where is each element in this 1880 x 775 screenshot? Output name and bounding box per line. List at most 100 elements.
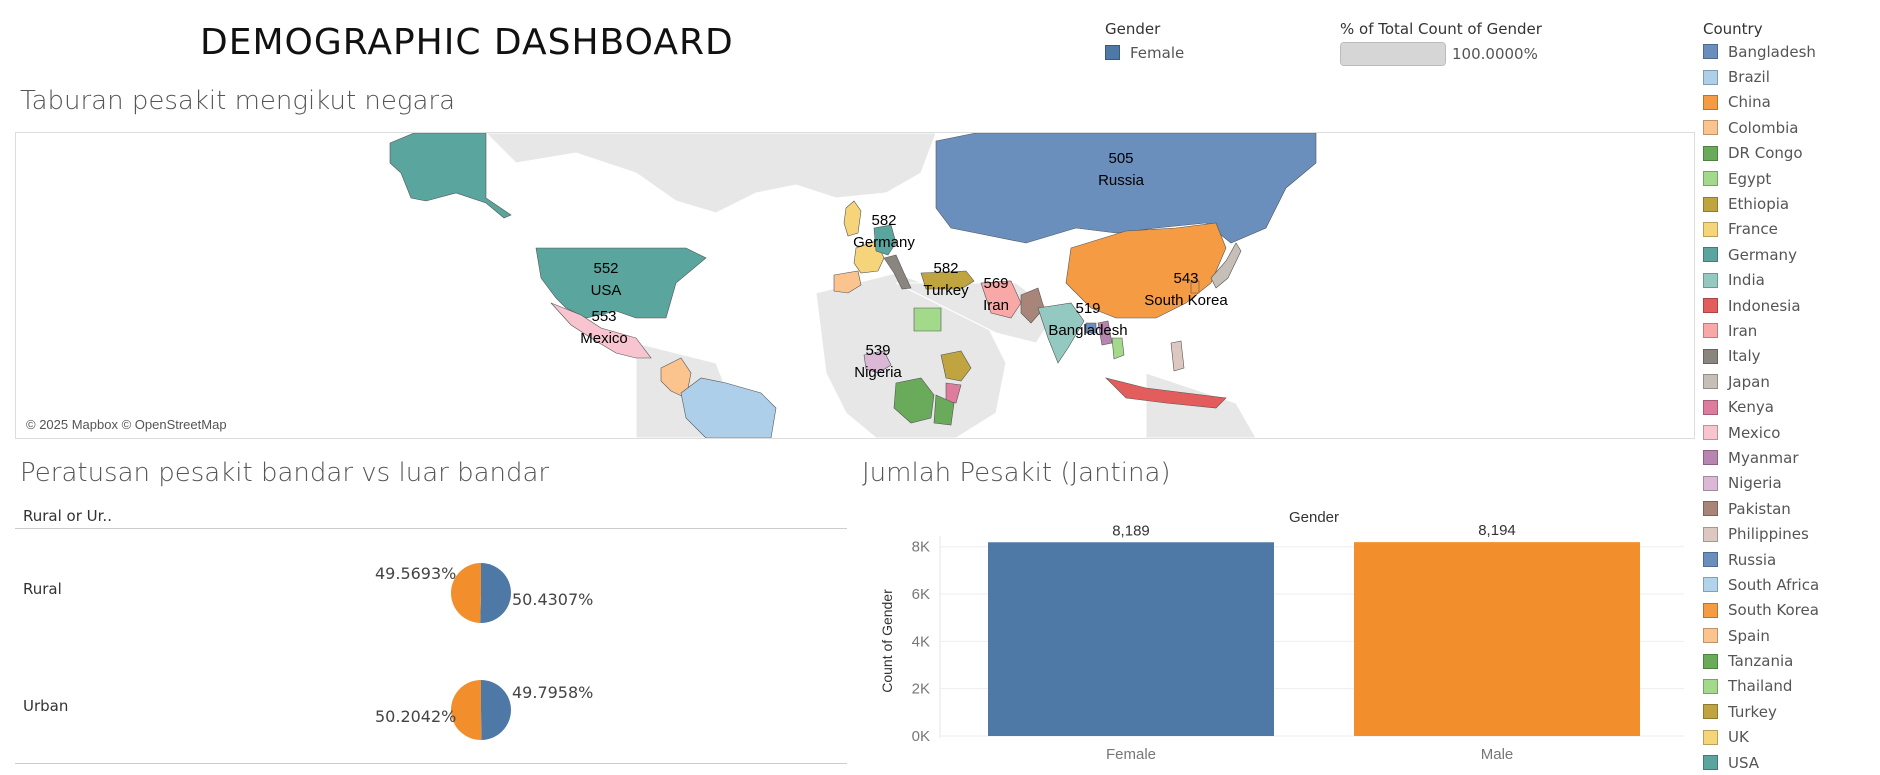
country-swatch (1703, 755, 1718, 771)
world-map[interactable]: 505 Russia 582 Germany 552 USA 553 Mexico 582 Tur… (15, 132, 1695, 439)
country-legend-label: Kenya (1728, 398, 1774, 417)
bar-y-tick: 6K (912, 586, 930, 603)
country-legend-item[interactable]: Pakistan (1703, 496, 1819, 521)
map-country-iran[interactable] (980, 280, 1022, 319)
pie-slice-orange[interactable] (450, 563, 481, 623)
country-legend-item[interactable]: Philippines (1703, 521, 1819, 546)
bar-y-tick: 4K (912, 633, 930, 650)
country-legend-item[interactable]: Brazil (1703, 64, 1819, 89)
pct-legend: % of Total Count of Gender 100.0000% (1340, 20, 1542, 66)
country-legend-item[interactable]: Spain (1703, 623, 1819, 648)
country-legend-item[interactable]: Colombia (1703, 115, 1819, 140)
map-country-japan[interactable] (1210, 242, 1242, 289)
bar-mark[interactable] (1354, 542, 1640, 736)
map-label-value: 505 (1108, 150, 1133, 167)
map-country-brazil[interactable] (680, 377, 777, 438)
country-legend-item[interactable]: Russia (1703, 547, 1819, 572)
map-country-mexico[interactable] (550, 302, 652, 359)
map-country-italy[interactable] (883, 254, 912, 290)
map-country-bangladesh[interactable] (1085, 322, 1097, 334)
pie-slice-blue[interactable] (481, 680, 512, 740)
map-country-germany[interactable] (873, 224, 897, 256)
map-country-usa[interactable] (535, 247, 707, 319)
country-legend-item[interactable]: South Africa (1703, 572, 1819, 597)
country-legend-item[interactable]: France (1703, 217, 1819, 242)
gender-legend: Gender Female (1105, 20, 1184, 65)
country-legend-label: Egypt (1728, 169, 1772, 188)
map-country-ethiopia[interactable] (940, 350, 972, 382)
country-legend-item[interactable]: Ethiopia (1703, 191, 1819, 216)
country-legend-item[interactable]: Indonesia (1703, 293, 1819, 318)
map-label-country: USA (591, 282, 622, 299)
map-country-myanmar[interactable] (1097, 320, 1113, 346)
country-legend-label: South Korea (1728, 601, 1819, 620)
map-country-egypt[interactable] (913, 307, 942, 332)
pie-label-orange: 50.2042% (375, 707, 457, 726)
map-attribution: © 2025 Mapbox © OpenStreetMap (26, 417, 227, 432)
country-swatch (1703, 704, 1718, 720)
map-country-indonesia[interactable] (1105, 377, 1227, 409)
pie-slice-orange[interactable] (451, 680, 482, 740)
country-legend-item[interactable]: UK (1703, 725, 1819, 750)
country-legend-item[interactable]: Myanmar (1703, 445, 1819, 470)
map-label-value: 539 (865, 342, 890, 359)
map-country-philippines[interactable] (1170, 340, 1185, 372)
bar-mark[interactable] (988, 542, 1274, 736)
country-legend-item[interactable]: USA (1703, 750, 1819, 775)
map-country-nigeria[interactable] (863, 350, 892, 374)
map-country-pakistan[interactable] (1020, 287, 1045, 324)
gender-legend-item[interactable]: Female (1105, 40, 1184, 65)
country-legend-item[interactable]: Kenya (1703, 394, 1819, 419)
country-legend-item[interactable]: Nigeria (1703, 471, 1819, 496)
country-legend-item[interactable]: Iran (1703, 318, 1819, 343)
bar-chart: Gender 0K 2K 4K 6K 8K Count of Gender 8,189 Fema… (879, 509, 1684, 763)
country-swatch (1703, 729, 1718, 745)
map-country-usa-alaska[interactable] (389, 133, 512, 219)
country-legend-item[interactable]: Italy (1703, 344, 1819, 369)
bar-y-tick: 8K (912, 539, 930, 556)
pie-slice-blue[interactable] (480, 563, 511, 623)
country-swatch (1703, 602, 1718, 618)
country-legend-item[interactable]: Tanzania (1703, 648, 1819, 673)
pct-legend-title: % of Total Count of Gender (1340, 20, 1542, 38)
country-legend-item[interactable]: Japan (1703, 369, 1819, 394)
country-legend-item[interactable]: Turkey (1703, 699, 1819, 724)
bar-category-label: Female (1106, 746, 1156, 763)
country-legend-item[interactable]: India (1703, 268, 1819, 293)
country-legend-item[interactable]: DR Congo (1703, 141, 1819, 166)
map-label-country: Germany (853, 234, 915, 251)
country-legend-item[interactable]: Thailand (1703, 674, 1819, 699)
country-legend-item[interactable]: South Korea (1703, 598, 1819, 623)
pie-chart[interactable] (446, 675, 516, 745)
map-country-turkey[interactable] (920, 270, 975, 290)
country-legend-label: Colombia (1728, 118, 1799, 137)
map-country-russia[interactable] (935, 133, 1317, 244)
map-country-india[interactable] (1037, 302, 1085, 364)
country-swatch (1703, 526, 1718, 542)
map-country-kenya[interactable] (945, 382, 962, 404)
country-swatch (1703, 247, 1718, 263)
country-legend: Country Bangladesh Brazil China Colombia DR … (1703, 20, 1819, 775)
map-country-southkorea[interactable] (1190, 280, 1200, 294)
country-legend-item[interactable]: Bangladesh (1703, 39, 1819, 64)
country-swatch (1703, 323, 1718, 339)
bar-value-label: 8,189 (1112, 522, 1150, 539)
map-country-spain[interactable] (833, 270, 862, 294)
map-country-drcongo[interactable] (893, 377, 935, 424)
map-country-thailand[interactable] (1111, 337, 1125, 360)
map-label-country: Iran (983, 297, 1009, 314)
country-legend-item[interactable]: Egypt (1703, 166, 1819, 191)
country-legend-label: Thailand (1728, 677, 1793, 696)
country-legend-label: Indonesia (1728, 296, 1801, 315)
country-swatch (1703, 577, 1718, 593)
country-legend-title: Country (1703, 20, 1763, 38)
map-country-tanzania[interactable] (933, 394, 955, 426)
bar-value-label: 8,194 (1478, 522, 1516, 539)
country-legend-item[interactable]: China (1703, 90, 1819, 115)
pie-chart[interactable] (446, 558, 516, 628)
country-legend-item[interactable]: Germany (1703, 242, 1819, 267)
map-country-uk[interactable] (843, 200, 862, 237)
country-legend-item[interactable]: Mexico (1703, 420, 1819, 445)
country-legend-label: China (1728, 93, 1771, 112)
map-label-value: 582 (871, 212, 896, 229)
